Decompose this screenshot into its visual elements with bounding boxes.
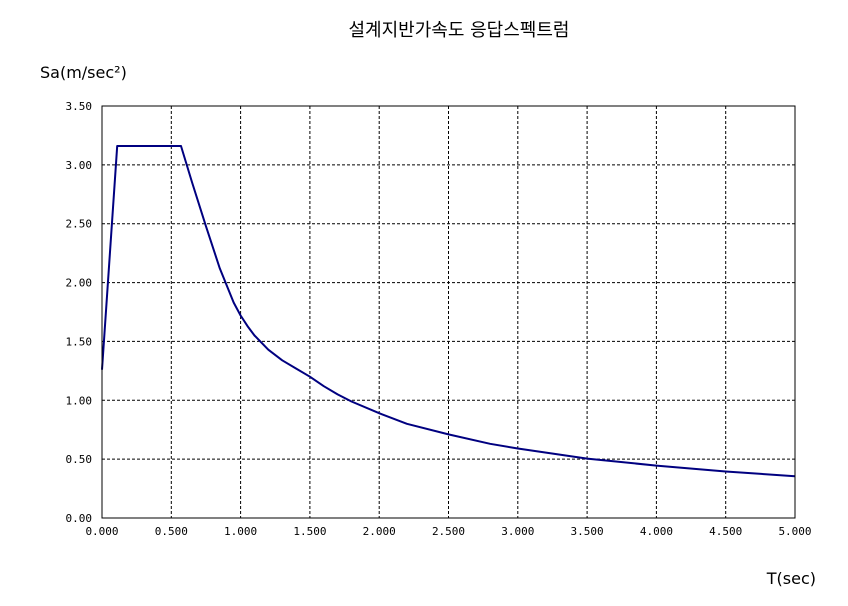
x-tick-label: 0.000	[85, 525, 118, 538]
x-axis-label: T(sec)	[766, 569, 816, 588]
x-tick-label: 1.000	[224, 525, 257, 538]
x-tick-label: 3.500	[571, 525, 604, 538]
x-tick-label: 4.500	[709, 525, 742, 538]
tick-labels: 0.000 0.500 1.000 1.500 2.000 2.500 3.000 3.500…	[66, 100, 812, 538]
x-tick-label: 5.000	[778, 525, 811, 538]
y-tick-label: 1.50	[66, 335, 93, 348]
spectrum-series-line	[101, 145, 796, 478]
y-tick-label: 2.50	[66, 218, 93, 231]
x-tick-label: 2.500	[432, 525, 465, 538]
grid-lines	[102, 106, 795, 518]
y-tick-label: 0.00	[66, 512, 93, 525]
y-tick-label: 0.50	[66, 453, 93, 466]
y-tick-label: 1.00	[66, 394, 93, 407]
y-axis-label: Sa(m/sec²)	[40, 63, 127, 82]
y-tick-label: 2.00	[66, 277, 93, 290]
x-tick-label: 3.000	[501, 525, 534, 538]
y-tick-label: 3.00	[66, 159, 93, 172]
x-tick-label: 2.000	[363, 525, 396, 538]
data-series	[101, 145, 796, 478]
chart-title: 설계지반가속도 응답스펙트럼	[348, 20, 569, 41]
plot-frame	[101, 105, 796, 519]
x-tick-label: 1.500	[293, 525, 326, 538]
x-tick-label: 0.500	[155, 525, 188, 538]
x-tick-label: 4.000	[640, 525, 673, 538]
y-tick-label: 3.50	[66, 100, 93, 113]
